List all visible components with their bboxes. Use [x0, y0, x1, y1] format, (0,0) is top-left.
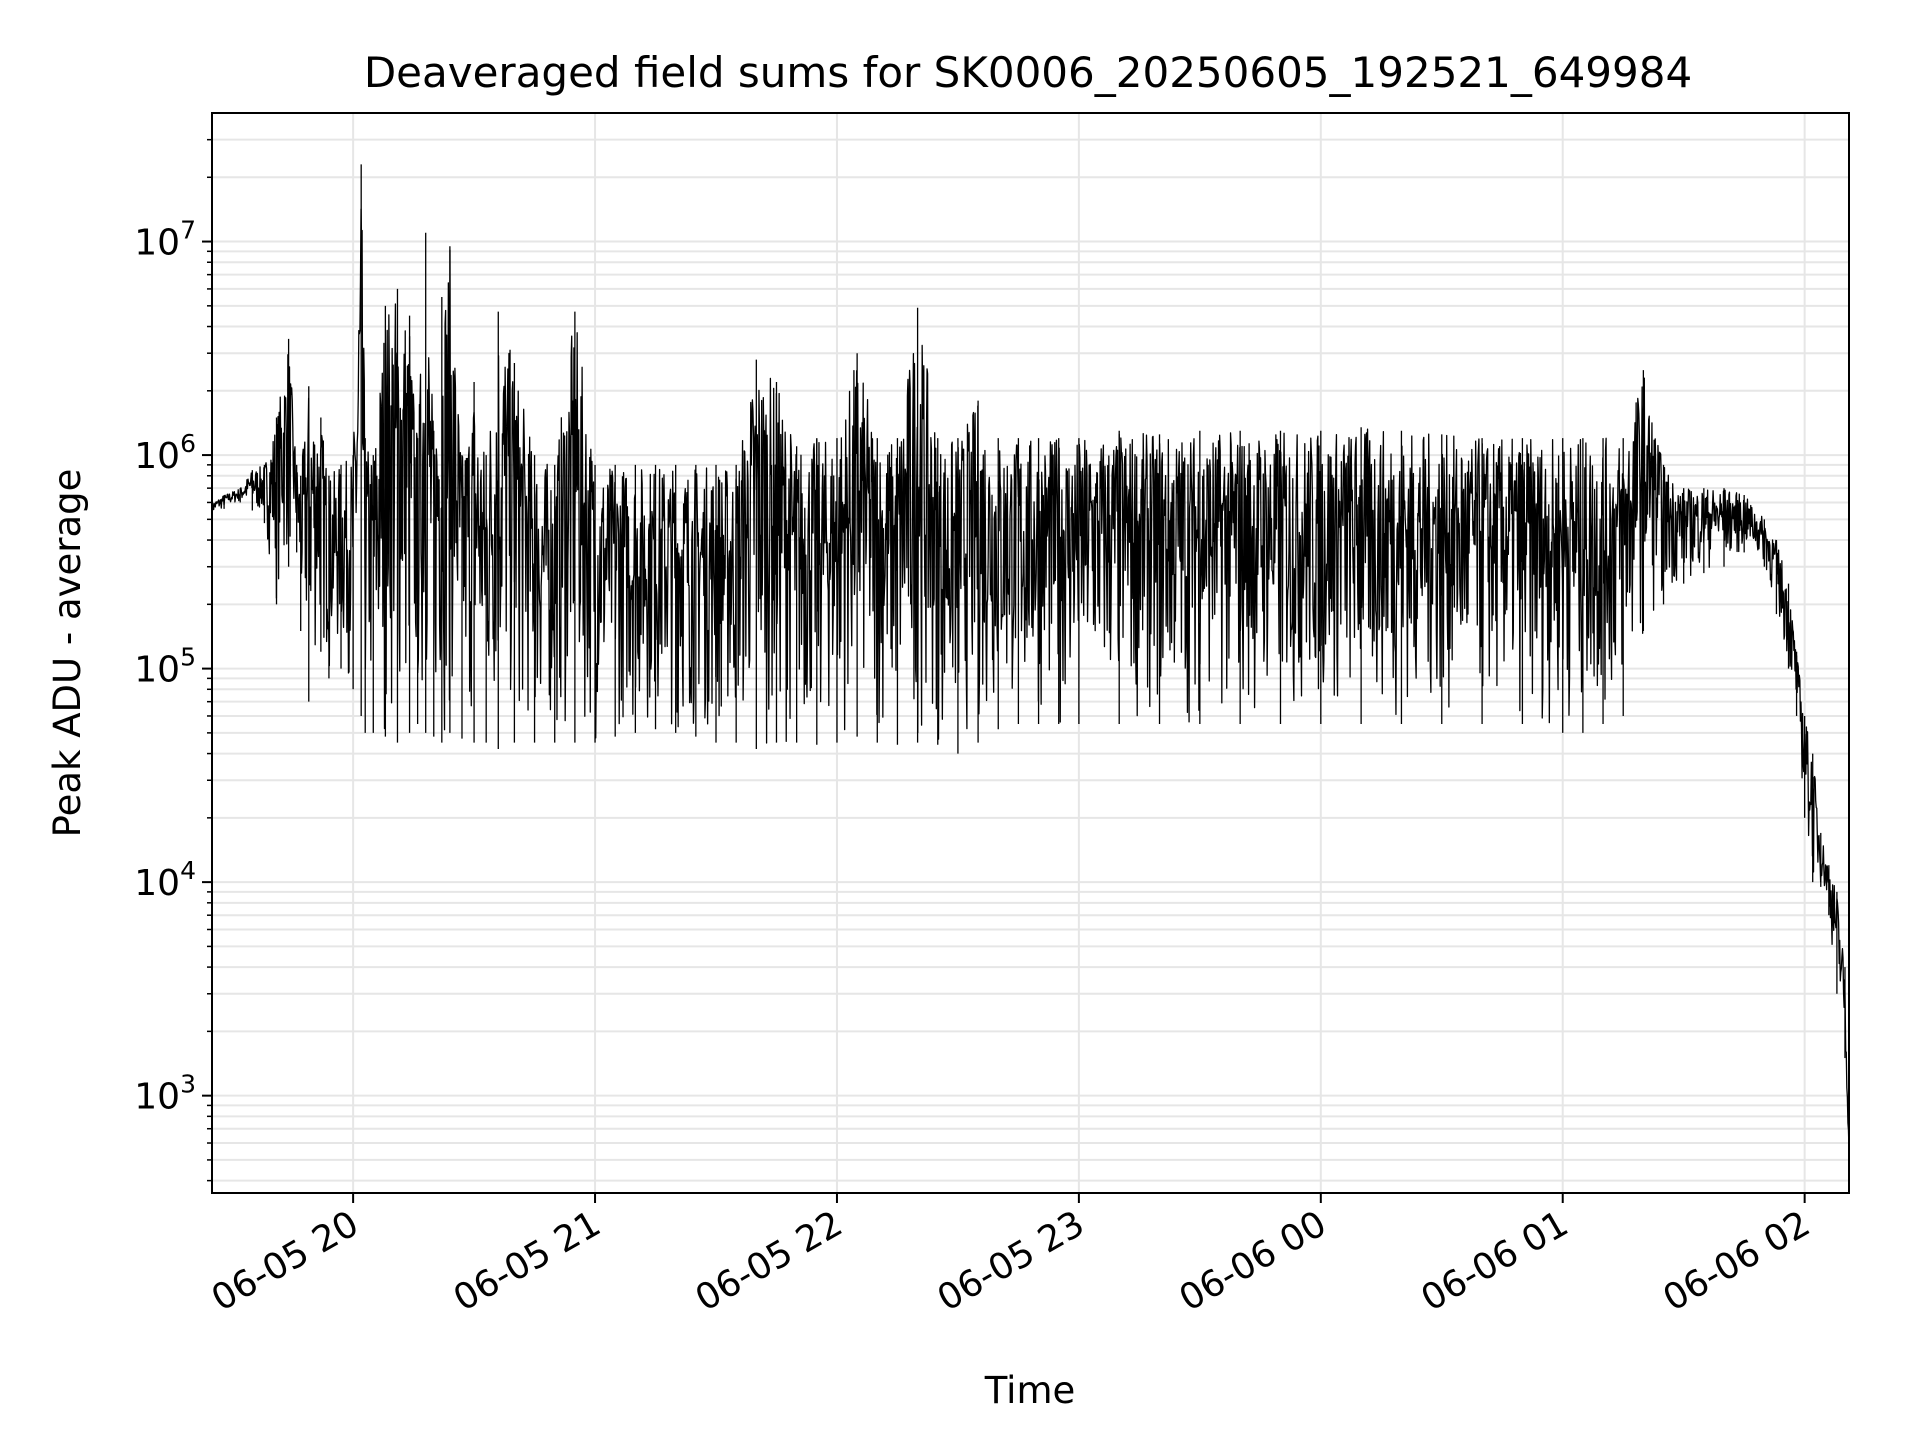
- chart-title: Deaveraged field sums for SK0006_2025060…: [364, 48, 1692, 97]
- y-tick-label: 107: [134, 216, 196, 264]
- y-axis-label: Peak ADU - average: [46, 469, 89, 838]
- y-tick-label: 103: [134, 1070, 196, 1118]
- plot-frame: [211, 112, 1850, 1194]
- y-tick-label: 106: [134, 429, 196, 477]
- y-axis: 103 104 105 106 107: [134, 138, 212, 1182]
- grid: [212, 113, 1849, 1193]
- y-tick-label: 105: [134, 643, 196, 691]
- series-line: [211, 208, 1850, 1152]
- x-axis-label: Time: [984, 1369, 1076, 1412]
- y-tick-label: 104: [134, 856, 196, 904]
- data-series: [211, 164, 1850, 1152]
